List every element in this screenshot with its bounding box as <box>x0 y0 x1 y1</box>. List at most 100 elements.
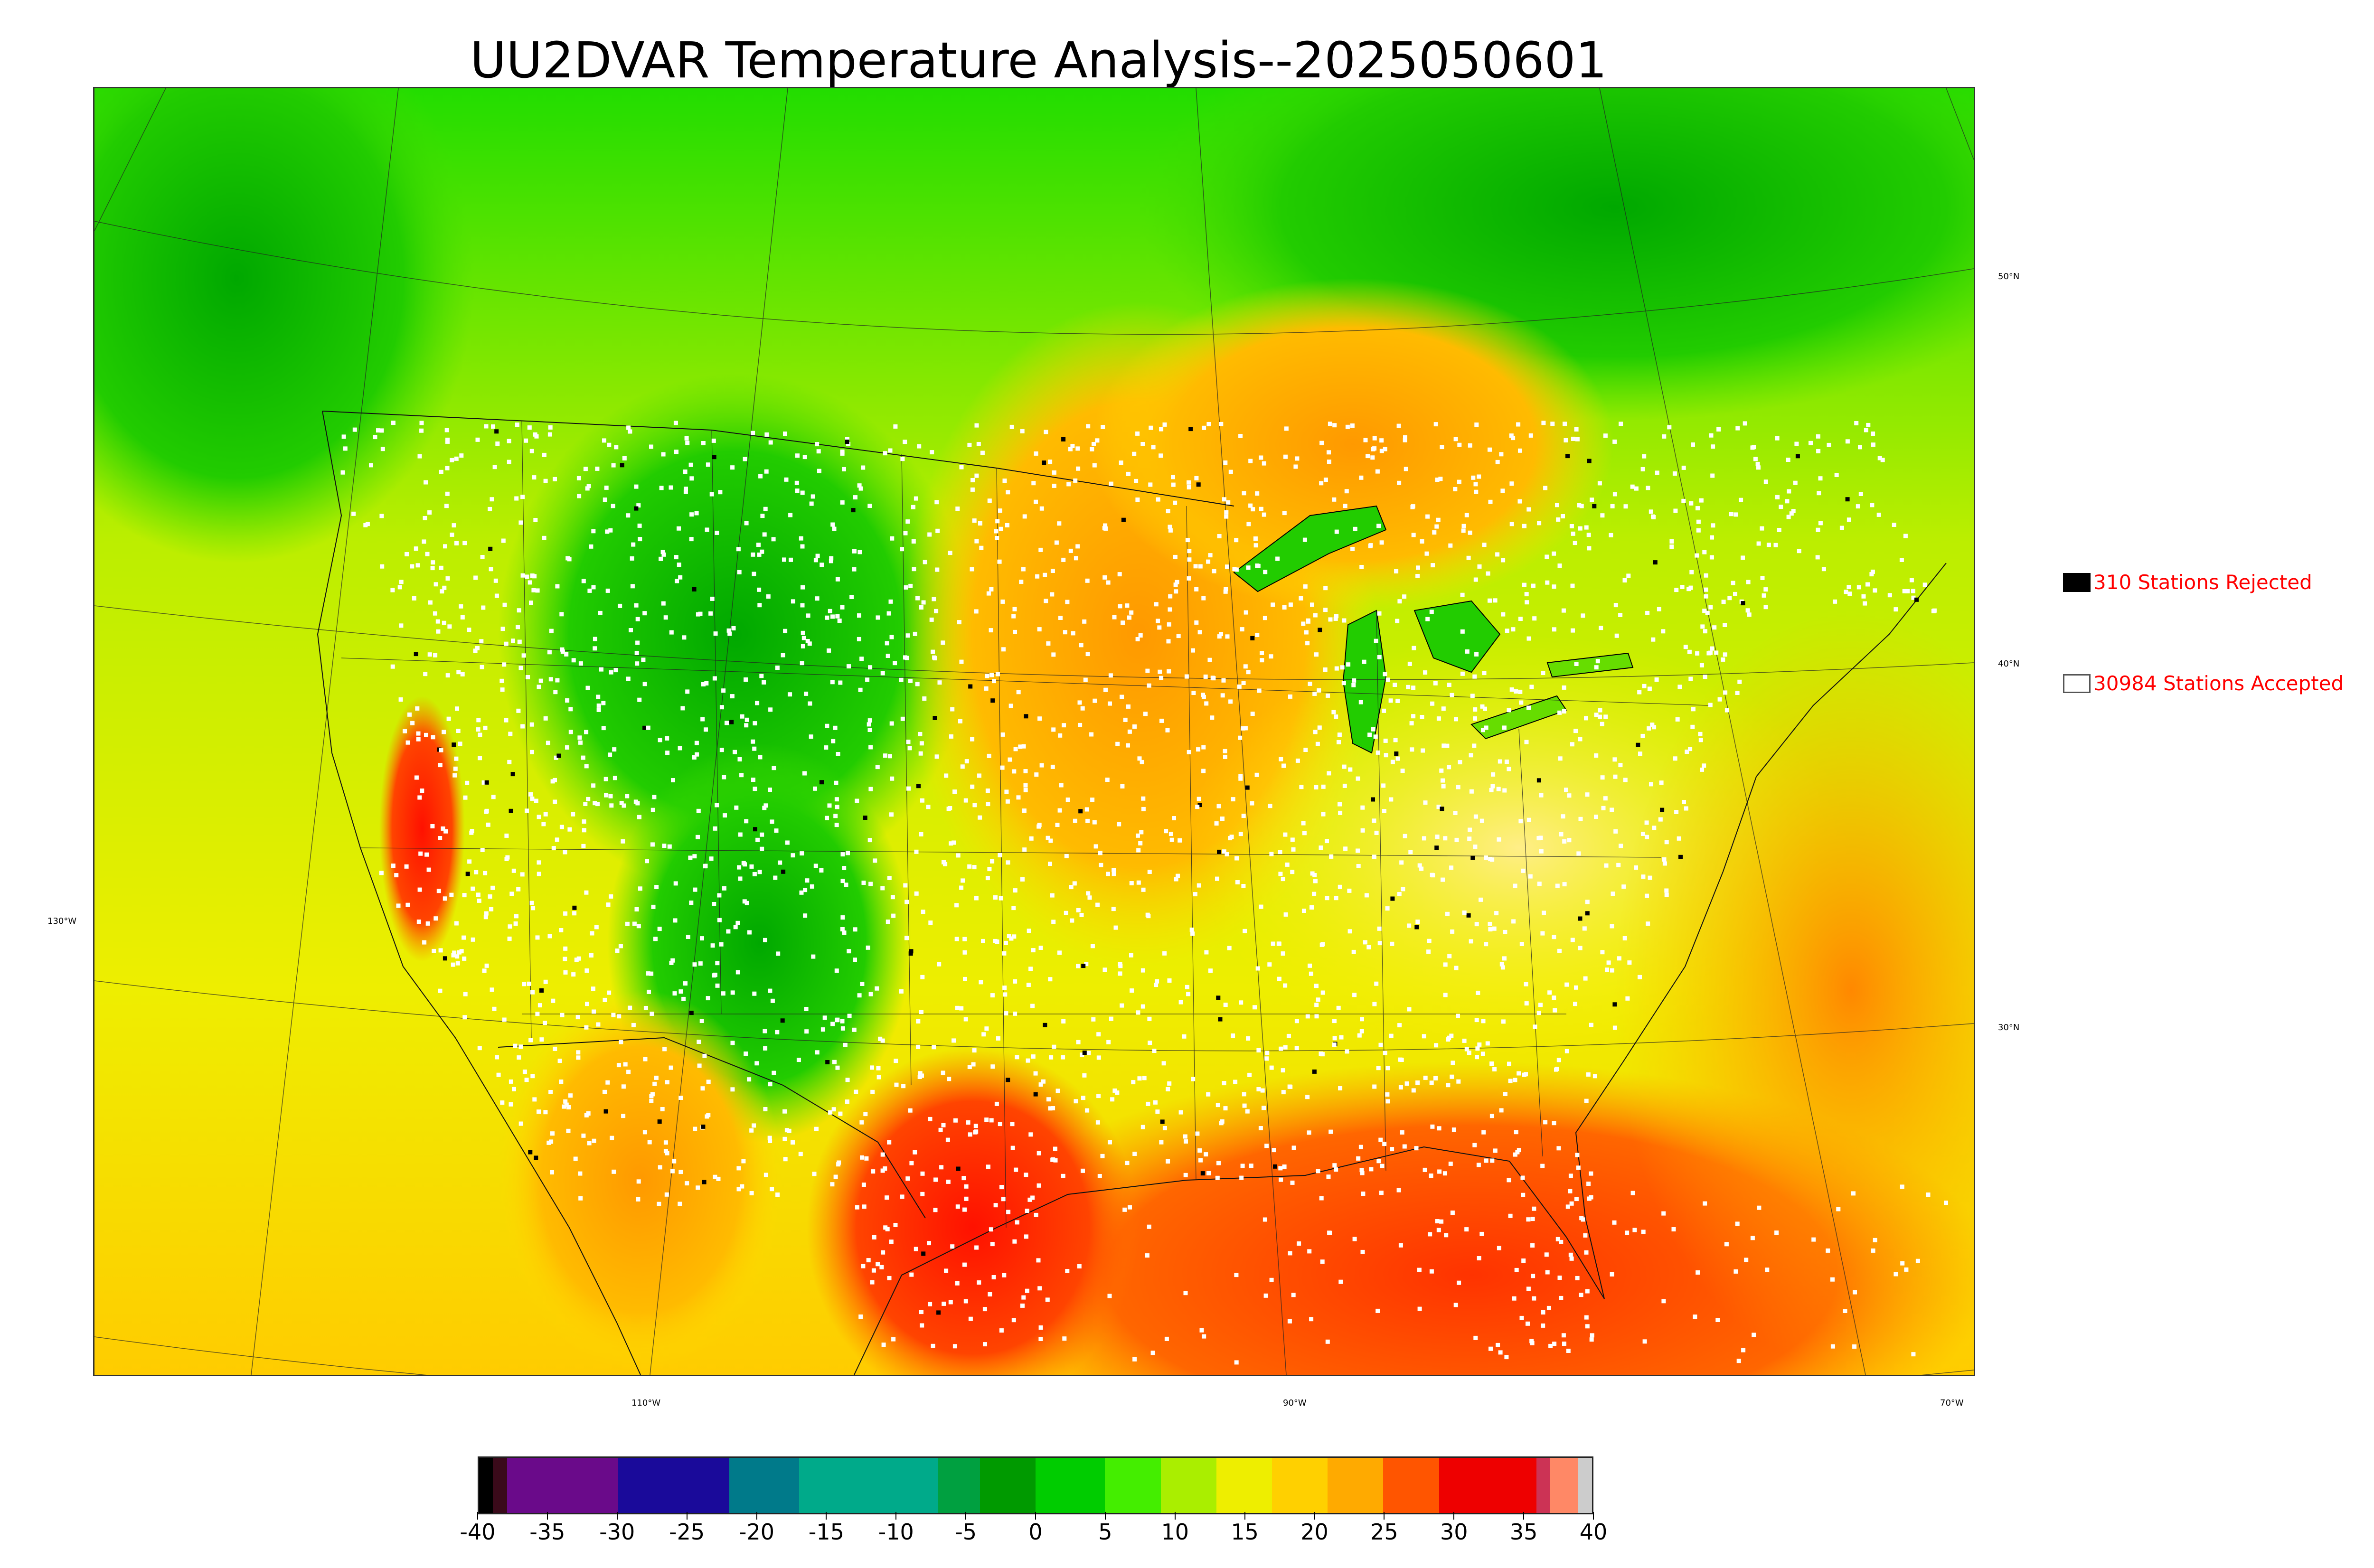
station-accepted-marker <box>903 440 907 444</box>
station-accepted-marker <box>1555 1067 1559 1071</box>
station-accepted-marker <box>1123 717 1128 722</box>
station-accepted-marker <box>1136 833 1140 838</box>
station-accepted-marker <box>1383 1051 1387 1055</box>
station-accepted-marker <box>594 925 599 930</box>
station-accepted-marker <box>673 421 678 425</box>
station-accepted-marker <box>1381 783 1386 788</box>
station-accepted-marker <box>1241 681 1246 685</box>
station-accepted-marker <box>1095 902 1100 907</box>
station-accepted-marker <box>1320 1052 1325 1057</box>
station-accepted-marker <box>1360 828 1365 833</box>
station-accepted-marker <box>1709 555 1714 560</box>
station-accepted-marker <box>1054 540 1059 545</box>
station-accepted-marker <box>1058 733 1063 738</box>
station-accepted-marker <box>443 896 447 901</box>
station-accepted-marker <box>584 1025 589 1030</box>
lon-label-70w: 70°W <box>1940 1398 1964 1408</box>
station-accepted-marker <box>1429 1080 1434 1085</box>
station-accepted-marker <box>1021 744 1026 749</box>
station-accepted-marker <box>733 925 738 930</box>
station-accepted-marker <box>1553 1008 1557 1013</box>
station-accepted-marker <box>1561 1333 1566 1338</box>
station-accepted-marker <box>1622 578 1627 582</box>
station-accepted-marker <box>994 1101 999 1106</box>
station-accepted-marker <box>1524 982 1528 986</box>
station-accepted-marker <box>1379 1191 1384 1195</box>
station-accepted-marker <box>530 750 534 754</box>
station-accepted-marker <box>1700 624 1705 629</box>
station-accepted-marker <box>1351 683 1356 687</box>
station-accepted-marker <box>1264 1144 1269 1148</box>
station-accepted-marker <box>1450 1211 1455 1215</box>
station-accepted-marker <box>584 730 589 734</box>
station-accepted-marker <box>1460 629 1465 634</box>
station-accepted-marker <box>1467 1051 1471 1055</box>
station-accepted-marker <box>1557 1276 1562 1280</box>
station-accepted-marker <box>832 1060 837 1064</box>
station-accepted-marker <box>650 1012 654 1016</box>
station-accepted-marker <box>576 1055 581 1060</box>
station-accepted-marker <box>702 1053 707 1058</box>
station-accepted-marker <box>1039 763 1044 768</box>
station-accepted-marker <box>1171 482 1176 487</box>
station-accepted-marker <box>1503 1092 1507 1096</box>
station-accepted-marker <box>660 550 665 554</box>
station-accepted-marker <box>1396 423 1401 428</box>
station-accepted-marker <box>833 725 838 730</box>
station-accepted-marker <box>340 470 345 475</box>
station-accepted-marker <box>1366 945 1371 949</box>
station-accepted-marker <box>1774 1230 1779 1235</box>
station-accepted-marker <box>480 848 485 852</box>
station-accepted-marker <box>452 950 457 955</box>
station-accepted-marker <box>830 680 835 685</box>
station-accepted-marker <box>1119 460 1123 465</box>
station-accepted-marker <box>1569 1201 1574 1206</box>
station-accepted-marker <box>1650 723 1655 727</box>
station-accepted-marker <box>583 467 588 471</box>
station-accepted-marker <box>951 1038 956 1043</box>
station-accepted-marker <box>578 661 583 666</box>
station-accepted-marker <box>1704 587 1708 592</box>
station-accepted-marker <box>913 631 917 636</box>
station-accepted-marker <box>595 802 600 807</box>
station-rejected-marker <box>443 956 447 961</box>
station-accepted-marker <box>1073 478 1078 483</box>
station-rejected-marker <box>1653 560 1658 565</box>
station-accepted-marker <box>867 722 871 727</box>
station-accepted-marker <box>1529 1339 1534 1343</box>
station-accepted-marker <box>1513 883 1517 888</box>
station-accepted-marker <box>705 1114 709 1119</box>
station-accepted-marker <box>591 986 595 991</box>
station-accepted-marker <box>500 687 505 692</box>
station-accepted-marker <box>1314 1003 1319 1007</box>
station-accepted-marker <box>601 726 606 731</box>
station-accepted-marker <box>1260 651 1264 655</box>
station-accepted-marker <box>906 740 911 744</box>
station-accepted-marker <box>1519 942 1524 946</box>
station-accepted-marker <box>1513 1152 1517 1157</box>
station-accepted-marker <box>483 871 488 875</box>
station-accepted-marker <box>1609 533 1613 537</box>
station-accepted-marker <box>1210 715 1215 720</box>
station-accepted-marker <box>1195 805 1200 809</box>
station-accepted-marker <box>1902 589 1907 593</box>
station-accepted-marker <box>622 456 627 460</box>
station-accepted-marker <box>1854 421 1859 425</box>
station-accepted-marker <box>1667 425 1672 430</box>
station-accepted-marker <box>1482 543 1487 547</box>
station-accepted-marker <box>1090 944 1095 948</box>
station-accepted-marker <box>1871 1248 1875 1253</box>
station-accepted-marker <box>888 448 893 453</box>
station-accepted-marker <box>631 1023 636 1027</box>
station-accepted-marker <box>1501 558 1506 563</box>
station-accepted-marker <box>918 732 923 736</box>
station-accepted-marker <box>888 754 892 759</box>
station-accepted-marker <box>1145 912 1150 917</box>
station-accepted-marker <box>609 803 614 808</box>
station-accepted-marker <box>1018 744 1023 749</box>
station-accepted-marker <box>1050 569 1055 573</box>
station-accepted-marker <box>1147 683 1151 688</box>
station-accepted-marker <box>1028 1132 1033 1137</box>
station-accepted-marker <box>1462 911 1467 915</box>
station-accepted-marker <box>1786 515 1791 519</box>
